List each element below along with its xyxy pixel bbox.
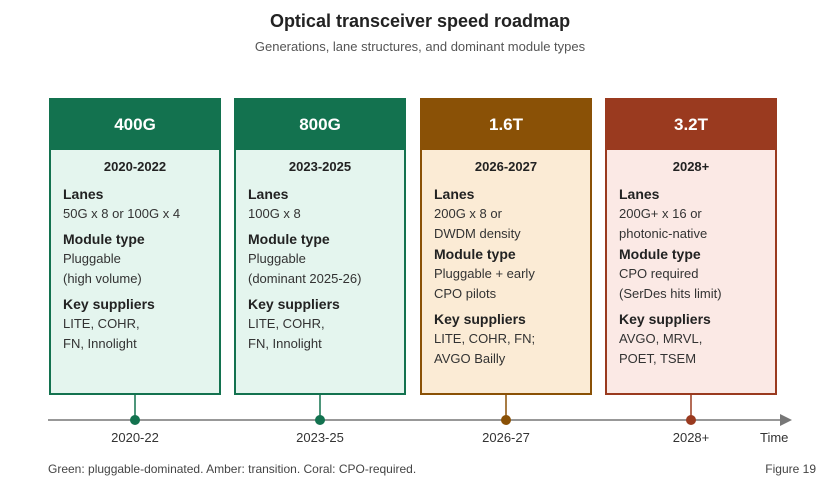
module-title: Module type [248, 231, 330, 247]
module-line: (SerDes hits limit) [619, 286, 722, 301]
module-line: (high volume) [63, 271, 142, 286]
lanes-title: Lanes [619, 186, 660, 202]
card-header: 1.6T [422, 100, 590, 150]
timeline-arrow-icon [780, 414, 792, 426]
suppliers-title: Key suppliers [248, 296, 340, 312]
lanes-title: Lanes [434, 186, 475, 202]
generation-card-3-2t: 3.2T 2028+ Lanes 200G+ x 16 or photonic-… [605, 98, 777, 395]
generation-card-400g: 400G 2020-2022 Lanes 50G x 8 or 100G x 4… [49, 98, 221, 395]
suppliers-title: Key suppliers [619, 311, 711, 327]
module-line: Pluggable [248, 251, 306, 266]
card-years: 2023-2025 [288, 159, 352, 174]
suppliers-line: FN, Innolight [248, 336, 322, 351]
module-title: Module type [434, 246, 516, 262]
chart-subtitle: Generations, lane structures, and domina… [254, 39, 586, 54]
timeline-marker [501, 415, 511, 425]
lanes-line: 100G x 8 [248, 206, 301, 221]
generation-card-800g: 800G 2023-2025 Lanes 100G x 8 Module typ… [234, 98, 406, 395]
timeline-marker [686, 415, 696, 425]
timeline-marker [315, 415, 325, 425]
lanes-title: Lanes [248, 186, 289, 202]
suppliers-line: AVGO, MRVL, [619, 331, 703, 346]
lanes-line: 200G x 8 or [434, 206, 502, 221]
card-years: 2026-2027 [474, 159, 538, 174]
suppliers-title: Key suppliers [434, 311, 526, 327]
card-header: 400G [51, 100, 219, 150]
lanes-line: 200G+ x 16 or [619, 206, 702, 221]
timeline-label: 2028+ [672, 430, 710, 445]
card-years: 2028+ [672, 159, 710, 174]
suppliers-line: FN, Innolight [63, 336, 137, 351]
card-years: 2020-2022 [103, 159, 167, 174]
timeline-axis-label: Time [760, 430, 789, 445]
generation-card-1-6t: 1.6T 2026-2027 Lanes 200G x 8 or DWDM de… [420, 98, 592, 395]
module-line: Pluggable + early [434, 266, 535, 281]
suppliers-line: LITE, COHR, [248, 316, 325, 331]
lanes-line: DWDM density [434, 226, 521, 241]
suppliers-line: LITE, COHR, FN; [434, 331, 536, 346]
module-title: Module type [63, 231, 145, 247]
card-header: 3.2T [607, 100, 775, 150]
suppliers-line: LITE, COHR, [63, 316, 140, 331]
lanes-line: photonic-native [619, 226, 708, 241]
timeline-label: 2026-27 [482, 430, 530, 445]
figure-label: Figure 19 [765, 462, 816, 476]
lanes-line: 50G x 8 or 100G x 4 [63, 206, 181, 221]
module-line: Pluggable [63, 251, 121, 266]
module-line: CPO required [619, 266, 699, 281]
timeline-label: 2020-22 [111, 430, 159, 445]
caption: Green: pluggable-dominated. Amber: trans… [48, 462, 417, 476]
suppliers-line: AVGO Bailly [434, 351, 506, 366]
module-line: (dominant 2025-26) [248, 271, 362, 286]
module-line: CPO pilots [434, 286, 497, 301]
suppliers-line: POET, TSEM [619, 351, 697, 366]
suppliers-title: Key suppliers [63, 296, 155, 312]
chart-title: Optical transceiver speed roadmap [269, 11, 571, 31]
card-header: 800G [236, 100, 404, 150]
module-title: Module type [619, 246, 701, 262]
lanes-title: Lanes [63, 186, 104, 202]
timeline-label: 2023-25 [296, 430, 344, 445]
timeline-marker [130, 415, 140, 425]
